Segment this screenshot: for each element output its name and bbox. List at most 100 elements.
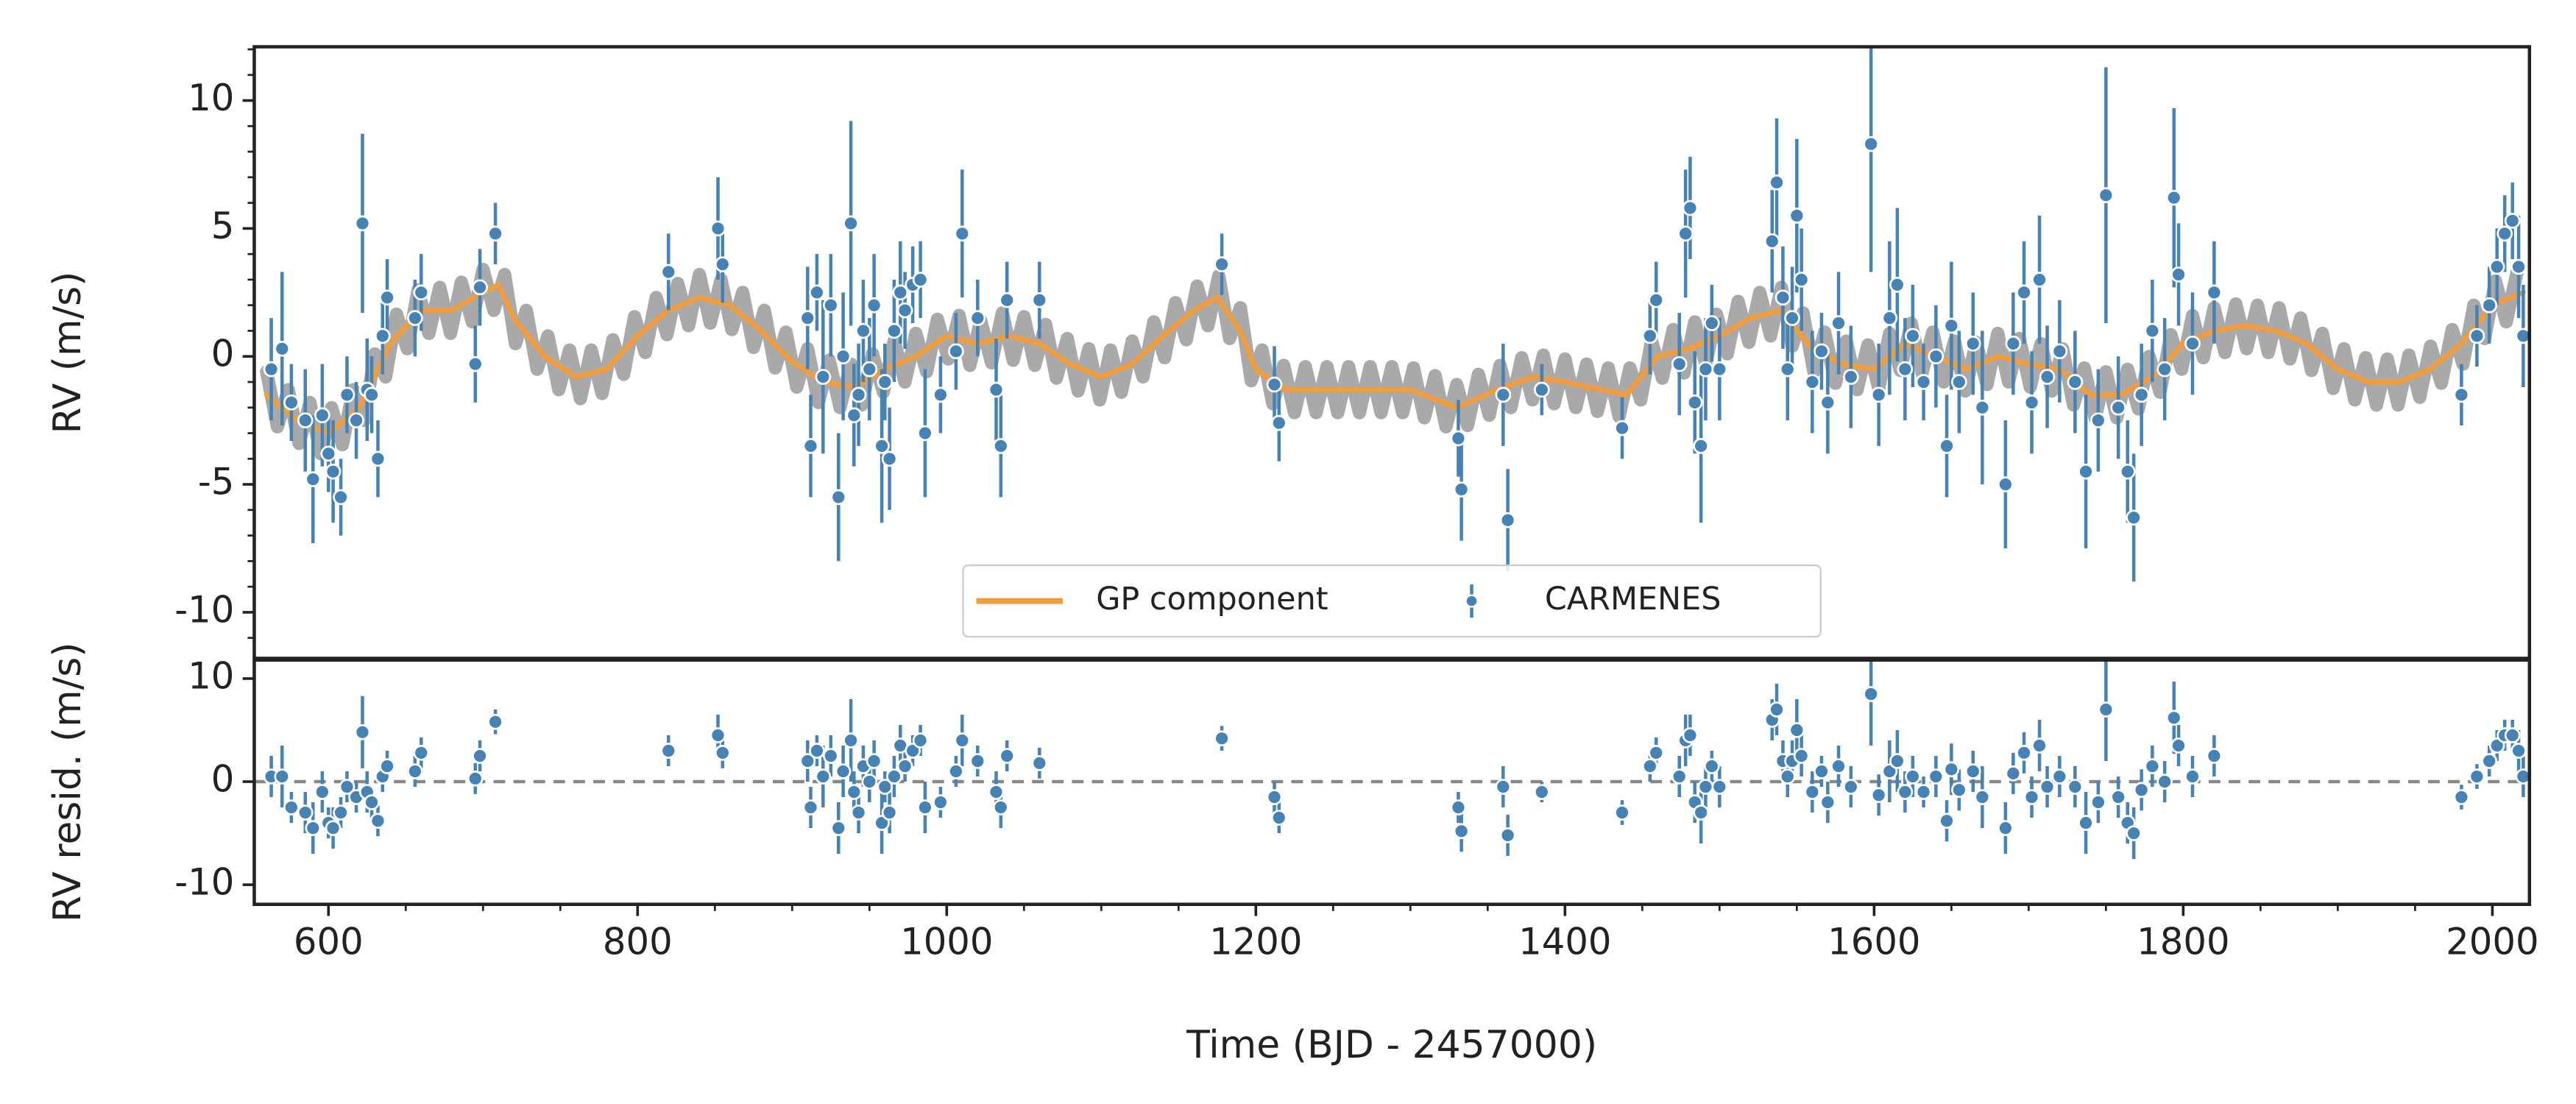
data-point <box>917 425 933 442</box>
data-point <box>874 815 890 831</box>
data-point <box>830 820 847 836</box>
data-point <box>2469 328 2485 344</box>
data-point <box>1648 744 1665 761</box>
data-point <box>2170 266 2187 283</box>
data-point <box>2165 710 2182 726</box>
data-point <box>855 322 871 339</box>
data-point <box>2497 225 2513 242</box>
data-point <box>2515 328 2530 344</box>
data-point <box>1682 727 1699 743</box>
y-tick-label: 10 <box>188 77 234 119</box>
data-point <box>892 284 909 301</box>
plot-area <box>260 46 2530 582</box>
data-point <box>1939 813 1955 829</box>
data-point <box>374 328 391 344</box>
data-point <box>1928 768 1945 785</box>
data-point <box>815 768 832 785</box>
data-point <box>379 289 395 306</box>
data-point <box>1686 394 1703 411</box>
legend-box <box>962 564 1822 638</box>
data-point <box>305 471 322 487</box>
data-point <box>1270 810 1287 826</box>
data-point <box>896 758 913 774</box>
data-point <box>2051 768 2068 785</box>
data-point <box>1788 208 1805 224</box>
data-point <box>846 784 863 800</box>
data-point <box>1814 343 1830 360</box>
x-tick-label: 1000 <box>900 920 993 963</box>
data-point <box>710 220 726 237</box>
data-point <box>2144 322 2161 339</box>
data-point <box>1998 820 2014 836</box>
data-point <box>2051 343 2068 360</box>
data-point <box>2488 737 2505 754</box>
data-point <box>948 343 964 360</box>
data-point <box>305 820 322 836</box>
data-point <box>1804 374 1821 390</box>
plot-area <box>254 659 2530 860</box>
data-point <box>1763 233 1780 250</box>
x-tick-label: 800 <box>603 920 673 963</box>
data-point <box>297 412 314 429</box>
data-point <box>2156 774 2173 790</box>
data-point <box>2039 369 2056 385</box>
data-point <box>2515 768 2530 785</box>
data-point <box>2126 509 2142 526</box>
data-point <box>2481 753 2498 769</box>
data-point <box>333 489 349 506</box>
data-point <box>2504 213 2521 229</box>
data-point <box>1495 386 1512 403</box>
data-point <box>933 794 949 810</box>
data-point <box>992 799 1009 815</box>
data-point <box>2098 701 2115 718</box>
data-point <box>954 732 971 749</box>
y-tick-label: -5 <box>198 461 235 503</box>
data-point <box>822 297 839 314</box>
data-point <box>1843 369 1859 385</box>
data-point <box>1915 374 1932 390</box>
data-point <box>1793 748 1810 764</box>
data-point <box>1214 730 1230 747</box>
legend: GP component CARMENES <box>962 564 1822 638</box>
data-point <box>2156 361 2173 378</box>
data-point <box>874 438 890 454</box>
data-point <box>1769 701 1785 718</box>
data-point <box>1614 804 1630 821</box>
data-point <box>2078 815 2094 831</box>
data-point <box>1951 374 1967 390</box>
data-point <box>905 743 921 759</box>
data-point <box>314 407 330 424</box>
data-point <box>815 369 832 385</box>
data-point <box>487 713 503 730</box>
data-point <box>802 799 819 815</box>
data-point <box>1697 361 1714 378</box>
data-point <box>472 748 488 764</box>
data-point <box>822 748 839 764</box>
data-point <box>886 322 902 339</box>
data-point <box>1951 782 1967 799</box>
data-point <box>2098 187 2115 204</box>
data-point <box>354 215 371 232</box>
data-point <box>2453 386 2470 403</box>
data-point <box>2110 399 2126 416</box>
data-point <box>954 225 971 242</box>
data-point <box>1774 289 1791 306</box>
data-point <box>2206 284 2223 301</box>
data-point <box>660 263 677 280</box>
data-point <box>1897 784 1914 800</box>
data-point <box>1964 336 1981 352</box>
data-point <box>1266 376 1283 393</box>
data-point <box>881 804 898 821</box>
data-point <box>917 799 933 815</box>
data-point <box>2133 386 2150 403</box>
data-point <box>809 743 825 759</box>
data-point <box>2023 789 2040 805</box>
data-point <box>297 804 314 821</box>
data-point <box>1905 328 1921 344</box>
data-point <box>2067 779 2084 795</box>
data-point <box>2039 779 2056 795</box>
data-point <box>333 804 349 821</box>
y-tick-label: 0 <box>211 758 235 801</box>
data-point <box>1897 361 1914 378</box>
data-point <box>2469 768 2485 785</box>
